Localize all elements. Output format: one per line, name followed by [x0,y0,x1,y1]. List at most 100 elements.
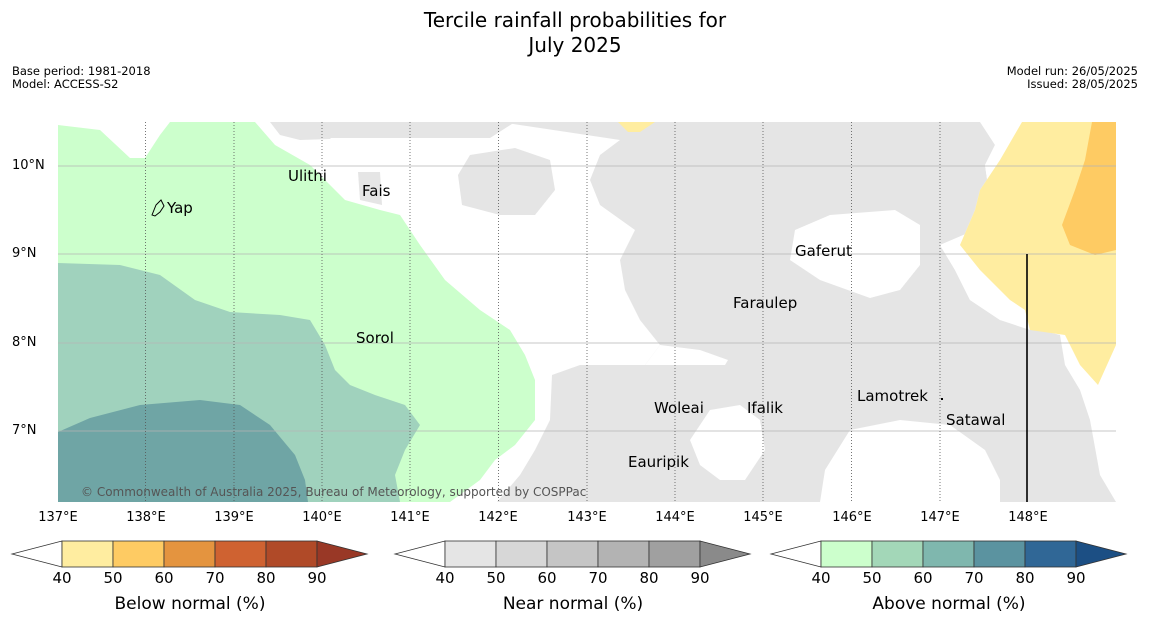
model-name: Model: ACCESS-S2 [12,77,119,91]
place-sorol: Sorol [356,329,394,347]
yap-island-shape [151,199,165,217]
legend-below-cells [61,540,318,568]
lon-label-148e: 148°E [1008,510,1048,525]
legend-near-tick: 80 [639,569,659,587]
hole-ifalik [690,405,765,480]
lon-label-140e: 140°E [302,510,342,525]
lat-label-10n: 10°N [12,158,45,173]
legend-above-arrow-right [1075,540,1128,568]
island-dot [941,398,943,400]
legend-above-cell [973,540,1026,568]
lon-label-139e: 139°E [214,510,254,525]
near-normal-region-small [458,148,555,215]
legend-above-cell [871,540,924,568]
legend-below-cell [265,540,318,568]
model-run: Model run: 26/05/2025 [1006,64,1138,78]
lon-label-138e: 138°E [126,510,166,525]
legend-above-tick: 90 [1066,569,1086,587]
legend-below-cell [112,540,165,568]
legend-above-tick: 70 [964,569,984,587]
legend-below-arrow-right [316,540,369,568]
hole-lamotrek [820,420,1000,502]
legend-above-tick: 50 [862,569,882,587]
legend-below-tick: 50 [103,569,123,587]
lon-label-143e: 143°E [567,510,607,525]
base-period: Base period: 1981-2018 [12,64,151,78]
hole-faraulep [645,345,728,365]
place-eauripik: Eauripik [628,453,689,471]
legend-near-cell [444,540,497,568]
legend-near-arrow-left [393,540,446,568]
legend-above-tick: 80 [1015,569,1035,587]
legend-above-cells [820,540,1077,568]
legend-near-tick: 40 [435,569,455,587]
legend-above-tick: 60 [913,569,933,587]
legend-near-arrow-right [699,540,752,568]
place-lamotrek: Lamotrek [857,387,928,405]
hole-north [330,138,400,150]
issued-date: Issued: 28/05/2025 [1027,77,1138,91]
legend-below-tick: 80 [256,569,276,587]
legend-above-tick: 40 [811,569,831,587]
legend-below-arrow-left [10,540,63,568]
hole-satawal [1103,385,1116,470]
legend-below-normal [10,540,369,568]
legend-below-tick: 70 [205,569,225,587]
meta-left: Base period: 1981-2018 Model: ACCESS-S2 [12,65,151,91]
lon-label-142e: 142°E [478,510,518,525]
lon-label-145e: 145°E [743,510,783,525]
legend-near-cell [495,540,548,568]
legend-near-tick: 60 [537,569,557,587]
legend-above-cell [922,540,975,568]
legend-above-arrow-left [769,540,822,568]
title-line-1: Tercile rainfall probabilities for [423,8,727,32]
legend-above-normal [769,540,1128,568]
above-normal-60-region [58,400,308,502]
place-satawal: Satawal [946,411,1006,429]
legend-below-cell [61,540,114,568]
title-line-2: July 2025 [528,33,622,57]
place-woleai: Woleai [654,399,704,417]
legend-below-tick: 90 [307,569,327,587]
legend-near-tick: 90 [690,569,710,587]
near-normal-region-main [497,122,1116,502]
legend-near-cells [444,540,701,568]
lon-label-141e: 141°E [390,510,430,525]
legend-below-tick: 40 [52,569,72,587]
legend-near-tick: 70 [588,569,608,587]
legend-above-cell [1024,540,1077,568]
legend-below-cell [214,540,267,568]
map-fields [58,122,1116,502]
place-ulithi: Ulithi [288,167,327,185]
meta-right: Model run: 26/05/2025 Issued: 28/05/2025 [1007,65,1138,91]
lat-label-7n: 7°N [12,423,37,438]
near-normal-region-west [358,172,382,205]
place-faraulep: Faraulep [733,294,798,312]
lon-label-146e: 146°E [832,510,872,525]
lat-label-8n: 8°N [12,335,37,350]
lon-label-144e: 144°E [655,510,695,525]
lon-label-137e: 137°E [38,510,78,525]
legend-near-normal [393,540,752,568]
below-normal-region-north [618,122,655,132]
copyright-notice: © Commonwealth of Australia 2025, Bureau… [81,485,587,499]
legend-below-cell [163,540,216,568]
legend-near-cell [648,540,701,568]
legend-near-label: Near normal (%) [502,594,644,614]
place-ifalik: Ifalik [747,399,783,417]
place-gaferut: Gaferut [795,242,852,260]
legend-near-tick: 50 [486,569,506,587]
legend-near-cell [597,540,650,568]
lon-label-147e: 147°E [920,510,960,525]
legend-above-label: Above normal (%) [872,594,1026,614]
legend-below-label: Below normal (%) [114,594,266,614]
near-normal-region-north [270,122,515,140]
lon-gridlines [145,122,941,502]
map-title: Tercile rainfall probabilities for July … [0,8,1150,58]
legend-above-cell [820,540,873,568]
legend-near-cell [546,540,599,568]
place-fais: Fais [362,182,391,200]
below-normal-50-region [1062,122,1116,255]
hole-east [940,122,1030,330]
